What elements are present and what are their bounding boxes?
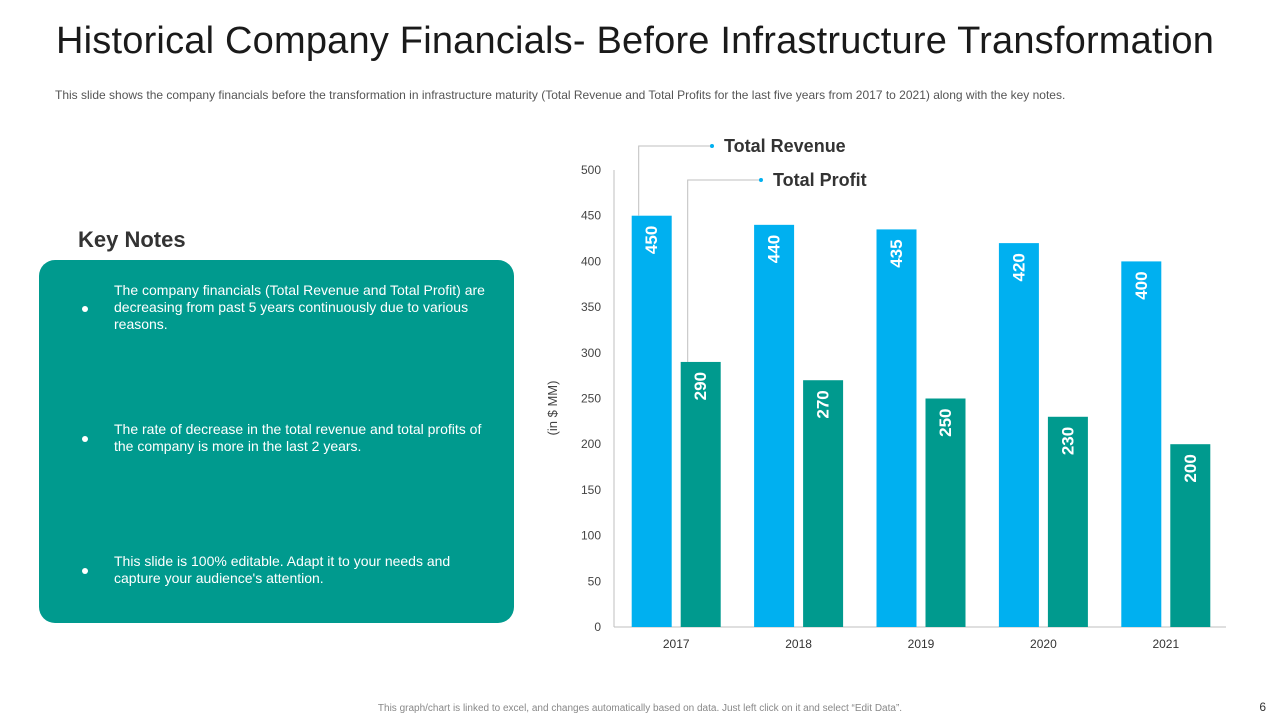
page-number: 6: [1259, 700, 1266, 714]
y-tick-label: 400: [581, 254, 601, 268]
bullet-icon: [82, 436, 88, 442]
key-note-2-text: The rate of decrease in the total revenu…: [114, 421, 482, 454]
y-tick-label: 50: [588, 574, 602, 588]
bullet-icon: [82, 568, 88, 574]
revenue-data-label: 420: [1009, 253, 1028, 281]
y-tick-label: 300: [581, 346, 601, 360]
legend-leader-line: [687, 179, 761, 362]
profit-bar: [803, 380, 844, 627]
y-tick-label: 350: [581, 300, 601, 314]
revenue-bar: [1121, 261, 1162, 627]
revenue-data-label: 440: [765, 235, 784, 263]
profit-bar: [1170, 444, 1211, 627]
y-axis-label: (in $ MM): [545, 381, 560, 436]
profit-bar: [925, 398, 966, 627]
bullet-icon: [82, 306, 88, 312]
page-title: Historical Company Financials- Before In…: [56, 20, 1215, 62]
revenue-bar: [876, 229, 917, 627]
y-tick-label: 0: [594, 620, 601, 634]
revenue-data-label: 435: [887, 239, 906, 267]
key-notes-heading: Key Notes: [78, 227, 186, 252]
x-tick-label: 2017: [663, 637, 690, 651]
legend-leader-line: [638, 145, 712, 216]
y-tick-label: 450: [581, 209, 601, 223]
y-tick-label: 250: [581, 392, 601, 406]
key-note-3-text: This slide is 100% editable. Adapt it to…: [114, 553, 451, 586]
footer-note: This graph/chart is linked to excel, and…: [377, 703, 903, 714]
legend-total-profit: Total Profit: [773, 170, 867, 190]
profit-bar: [1047, 416, 1088, 627]
revenue-bar: [754, 224, 795, 627]
legend-total-revenue: Total Revenue: [724, 136, 846, 156]
page-subtitle: This slide shows the company financials …: [55, 88, 1066, 102]
x-tick-label: 2019: [908, 637, 935, 651]
key-note-1-text: The company financials (Total Revenue an…: [114, 282, 485, 332]
legend-marker: [710, 144, 714, 148]
y-tick-label: 150: [581, 483, 601, 497]
profit-bar: [680, 361, 721, 627]
y-tick-label: 500: [581, 163, 601, 177]
profit-data-label: 200: [1181, 454, 1200, 482]
key-notes-box: The company financials (Total Revenue an…: [39, 260, 514, 623]
legend-marker: [759, 178, 763, 182]
revenue-data-label: 400: [1132, 271, 1151, 299]
y-tick-label: 200: [581, 437, 601, 451]
profit-data-label: 230: [1058, 427, 1077, 455]
profit-data-label: 290: [691, 372, 710, 400]
x-tick-label: 2021: [1152, 637, 1179, 651]
x-tick-label: 2020: [1030, 637, 1057, 651]
revenue-bar: [631, 215, 672, 627]
revenue-data-label: 450: [642, 226, 661, 254]
profit-data-label: 270: [814, 390, 833, 418]
revenue-bar: [998, 243, 1039, 627]
profit-data-label: 250: [936, 409, 955, 437]
x-tick-label: 2018: [785, 637, 812, 651]
y-tick-label: 100: [581, 529, 601, 543]
